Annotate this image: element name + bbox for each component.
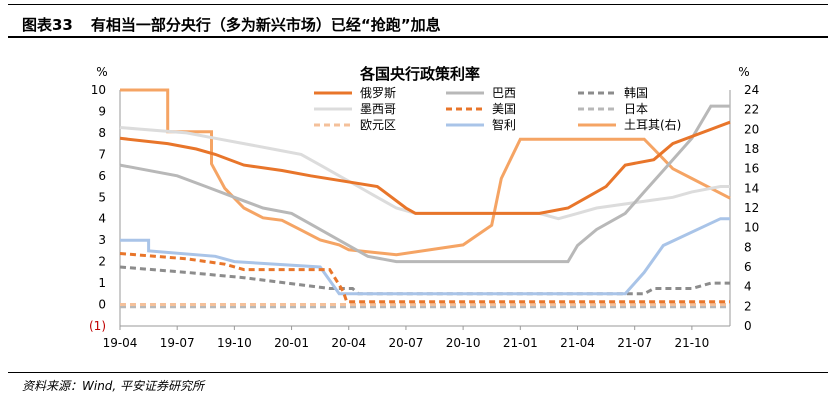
right-tick-label: 6 bbox=[744, 260, 752, 274]
legend-label-russia: 俄罗斯 bbox=[360, 86, 396, 100]
right-tick-label: 14 bbox=[744, 181, 759, 195]
series-line-us bbox=[119, 252, 730, 304]
left-tick-label: 8 bbox=[98, 126, 106, 140]
x-tick-label: 20-04 bbox=[331, 336, 366, 350]
legend-label-mexico: 墨西哥 bbox=[360, 102, 396, 116]
figure-number: 图表33 bbox=[22, 16, 73, 34]
x-tick-label: 20-01 bbox=[274, 336, 309, 350]
x-tick-label: 21-10 bbox=[674, 336, 709, 350]
left-tick-label: 5 bbox=[98, 190, 106, 204]
right-tick-label: 10 bbox=[744, 221, 759, 235]
legend-label-brazil: 巴西 bbox=[492, 86, 516, 100]
series-line-russia bbox=[119, 120, 731, 215]
x-tick-label: 20-07 bbox=[389, 336, 424, 350]
right-tick-label: 20 bbox=[744, 122, 759, 136]
legend-label-chile: 智利 bbox=[492, 117, 516, 132]
right-tick-label: 0 bbox=[744, 319, 752, 333]
series-line-chile bbox=[120, 217, 730, 296]
x-tick-label: 19-04 bbox=[103, 336, 138, 350]
left-tick-label: 9 bbox=[98, 104, 106, 118]
x-tick-label: 21-01 bbox=[503, 336, 538, 350]
right-tick-label: 24 bbox=[744, 83, 759, 97]
right-tick-label: 22 bbox=[744, 103, 759, 117]
source-note: 资料来源：Wind, 平安证券研究所 bbox=[22, 379, 205, 393]
right-tick-label: 12 bbox=[744, 201, 759, 215]
header-rule bbox=[8, 36, 828, 38]
left-tick-label: 6 bbox=[98, 169, 106, 183]
figure-title: 有相当一部分央行（多为新兴市场）已经“抢跑”加息 bbox=[90, 16, 441, 34]
x-tick-label: 19-07 bbox=[160, 336, 195, 350]
legend-label-euro: 欧元区 bbox=[360, 118, 396, 132]
right-tick-label: 2 bbox=[744, 299, 752, 313]
right-tick-label: 16 bbox=[744, 162, 759, 176]
right-axis-unit: % bbox=[738, 65, 749, 79]
left-tick-label: 10 bbox=[91, 83, 106, 97]
left-tick-label: 2 bbox=[98, 255, 106, 269]
x-tick-label: 20-10 bbox=[446, 336, 481, 350]
right-tick-label: 18 bbox=[744, 142, 759, 156]
left-tick-label: (1) bbox=[89, 319, 106, 333]
left-tick-label: 4 bbox=[98, 212, 106, 226]
right-tick-label: 4 bbox=[744, 280, 752, 294]
top-rule bbox=[8, 4, 828, 5]
footer-rule bbox=[8, 372, 828, 373]
right-tick-label: 8 bbox=[744, 240, 752, 254]
x-tick-label: 21-04 bbox=[560, 336, 595, 350]
series-line-mexico bbox=[119, 126, 730, 221]
legend-label-turkey: 土耳其(右) bbox=[624, 117, 681, 132]
series-line-turkey bbox=[120, 88, 731, 257]
legend-label-japan: 日本 bbox=[624, 102, 648, 116]
figure-header: 图表33 有相当一部分央行（多为新兴市场）已经“抢跑”加息 bbox=[22, 14, 441, 35]
x-tick-label: 21-07 bbox=[617, 336, 652, 350]
series-line-brazil bbox=[119, 104, 730, 264]
x-tick-label: 19-10 bbox=[217, 336, 252, 350]
left-tick-label: 0 bbox=[98, 298, 106, 312]
left-axis-unit: % bbox=[96, 65, 107, 79]
chart-title: 各国央行政策利率 bbox=[359, 65, 480, 83]
legend-label-korea: 韩国 bbox=[624, 85, 648, 100]
left-tick-label: 7 bbox=[98, 147, 106, 161]
left-tick-label: 3 bbox=[98, 233, 106, 247]
legend-label-us: 美国 bbox=[492, 102, 516, 116]
left-tick-label: 1 bbox=[98, 276, 106, 290]
